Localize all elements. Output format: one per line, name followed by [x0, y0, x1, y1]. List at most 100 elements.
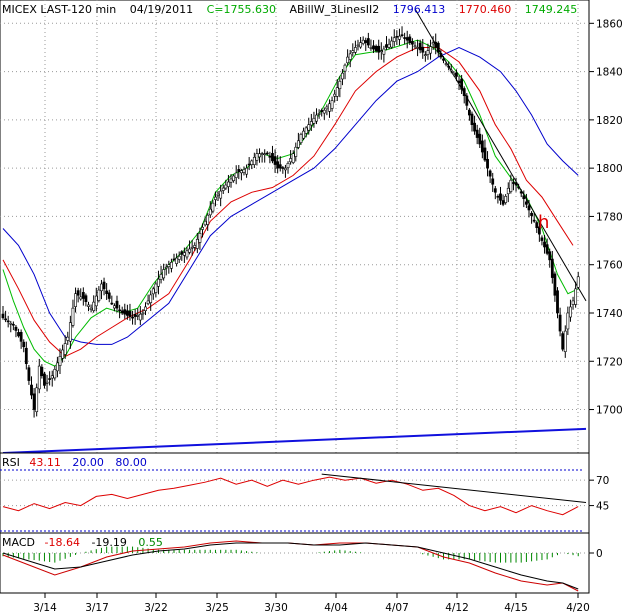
candle-body — [157, 278, 160, 287]
candle-body — [87, 304, 90, 307]
svg-text:MICEX LAST-120 min 04/19/2: MICEX LAST-120 min 04/19/2011 C=1755.630… — [2, 3, 577, 16]
candle-body — [517, 186, 521, 189]
candle-body — [467, 109, 471, 116]
candle-body — [276, 161, 280, 169]
candle-body — [359, 42, 362, 48]
candle-body — [81, 292, 85, 299]
candle-body — [107, 292, 111, 299]
candle-body — [229, 178, 233, 183]
x-tick-label: 3/25 — [205, 602, 229, 614]
rsi-y-tick-label: 70 — [596, 475, 609, 487]
header-close: C=1755.630 — [207, 3, 276, 16]
candle-body — [439, 53, 443, 58]
candle-body — [449, 69, 453, 72]
candle-body — [408, 36, 412, 43]
candle-body — [377, 45, 381, 53]
candle-body — [242, 169, 246, 173]
candle-body — [219, 190, 223, 199]
macd-hist-value: 0.55 — [138, 536, 163, 549]
rsi-trendline — [321, 473, 587, 504]
price-y-tick-label: 1740 — [596, 308, 623, 320]
candle-body — [11, 323, 15, 326]
candle-body — [457, 80, 461, 84]
candle-body — [128, 311, 132, 317]
candle-body — [250, 160, 254, 165]
x-tick-label: 3/14 — [33, 602, 57, 614]
candle-body — [317, 113, 321, 115]
candle-body — [556, 290, 559, 314]
candle-body — [470, 113, 474, 125]
x-tick-label: 3/30 — [264, 602, 288, 614]
indicator-name: ABillW_3LinesII2 — [290, 3, 380, 16]
candle-body — [48, 378, 52, 380]
candle-body — [491, 178, 495, 185]
candle-body — [89, 307, 93, 310]
x-tick-label: 3/17 — [85, 602, 109, 614]
price-y-tick-label: 1760 — [596, 260, 623, 272]
candle-body — [195, 239, 199, 249]
candle-body — [35, 387, 39, 413]
candle-body — [398, 35, 401, 40]
candle-body — [530, 212, 533, 216]
candle-body — [558, 314, 562, 332]
candle-body — [382, 48, 386, 55]
candle-body — [9, 322, 13, 325]
green-line-value: 1749.245 — [525, 3, 578, 16]
candle-body — [512, 182, 515, 184]
candle-body — [190, 246, 194, 249]
candle-body — [232, 175, 236, 181]
candle-body — [574, 288, 578, 305]
candle-body — [214, 196, 217, 200]
candle-body — [351, 50, 355, 53]
candle-body — [452, 72, 456, 75]
price-y-tick-label: 1700 — [596, 405, 623, 417]
candle-body — [265, 152, 269, 155]
candle-body — [361, 39, 365, 44]
candle-body — [245, 167, 248, 175]
candle-body — [322, 109, 326, 114]
candle-body — [561, 333, 565, 350]
candle-body — [525, 201, 528, 205]
candle-body — [185, 250, 189, 258]
candle-body — [444, 63, 448, 65]
candle-body — [509, 179, 513, 192]
candle-body — [6, 320, 10, 323]
candle-body — [79, 296, 83, 300]
candle-body — [19, 331, 23, 342]
macd-histogram — [2, 546, 579, 563]
candle-body — [115, 300, 119, 309]
candle-body — [571, 300, 575, 305]
candle-body — [504, 196, 508, 203]
candle-body — [74, 293, 77, 307]
candle-body — [144, 306, 147, 312]
candle-body — [175, 257, 179, 264]
candle-body — [278, 164, 282, 169]
rsi-line — [2, 476, 579, 516]
candle-body — [125, 310, 129, 316]
candle-body — [30, 384, 33, 396]
price-y-tick-label: 1800 — [596, 163, 623, 175]
candle-body — [110, 302, 114, 305]
candle-body — [410, 41, 414, 45]
rsi-panel — [0, 452, 590, 534]
candle-body — [343, 64, 347, 72]
candle-body — [234, 172, 238, 178]
macd-lines — [2, 540, 579, 592]
candle-body — [146, 300, 150, 305]
candle-body — [296, 140, 300, 148]
candle-body — [501, 200, 505, 205]
candle-body — [299, 134, 303, 143]
candle-body — [325, 106, 329, 110]
candle-body — [123, 309, 127, 315]
macd-y-tick-label: 0 — [596, 548, 603, 560]
candle-body — [421, 46, 425, 53]
x-tick-label: 4/15 — [504, 602, 528, 614]
candle-body — [286, 163, 290, 169]
candle-body — [532, 219, 536, 222]
macd-signal-value: -19.19 — [91, 536, 126, 549]
candle-body — [22, 341, 26, 348]
candle-body — [182, 252, 186, 256]
candle-body — [149, 294, 153, 303]
macd-value: -18.64 — [44, 536, 79, 549]
x-tick-label: 4/04 — [324, 602, 348, 614]
